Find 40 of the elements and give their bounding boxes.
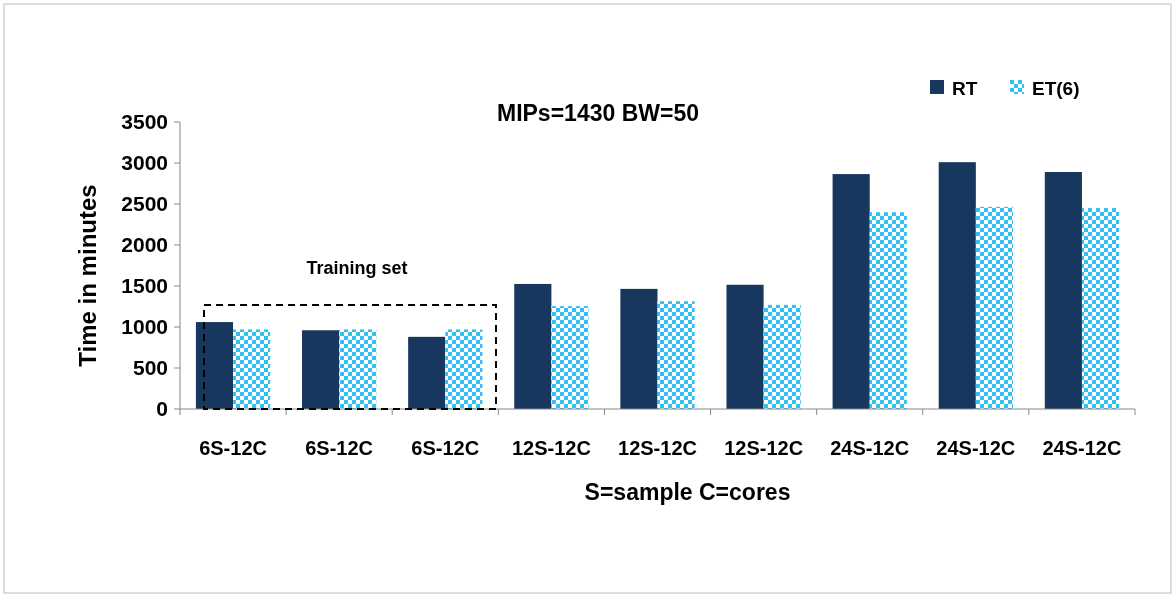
- bar: [1044, 172, 1082, 409]
- bar: [339, 329, 377, 409]
- x-tick-label: 24S-12C: [1042, 437, 1122, 459]
- y-tick-label: 2000: [121, 233, 168, 257]
- bar: [302, 330, 340, 409]
- y-tick-label: 0: [156, 397, 168, 421]
- x-tick-label: 24S-12C: [830, 437, 910, 459]
- bar: [832, 174, 870, 409]
- x-tick-label: 12S-12C: [618, 437, 697, 459]
- bar: [233, 329, 271, 409]
- x-axis-title: S=sample C=cores: [584, 479, 791, 505]
- y-axis-title: Time in minutes: [74, 184, 101, 367]
- legend-label: ET(6): [1032, 77, 1080, 99]
- bar: [551, 306, 589, 409]
- bar: [726, 284, 764, 409]
- x-tick-label: 6S-12C: [305, 437, 374, 459]
- bar: [620, 288, 658, 409]
- legend-label: RT: [952, 77, 978, 99]
- bar: [938, 162, 976, 409]
- bar: [408, 336, 446, 409]
- bar: [869, 212, 907, 409]
- bar: [195, 322, 234, 409]
- chart-title: MIPs=1430 BW=50: [496, 100, 700, 126]
- x-tick-label: 24S-12C: [936, 437, 1016, 459]
- y-tick-label: 3000: [121, 151, 168, 175]
- x-tick-label: 6S-12C: [411, 437, 480, 459]
- x-tick-label: 12S-12C: [511, 437, 591, 459]
- y-tick-label: 1500: [121, 274, 168, 298]
- bar: [975, 206, 1013, 409]
- y-tick-label: 2500: [121, 192, 168, 216]
- y-tick-label: 1000: [121, 315, 168, 339]
- x-tick-label: 6S-12C: [199, 437, 267, 459]
- annotation: Training set: [306, 258, 408, 278]
- bar: [763, 304, 801, 409]
- y-tick-label: 500: [132, 356, 168, 380]
- y-tick-label: 3500: [121, 110, 168, 134]
- x-tick-label: 12S-12C: [724, 437, 804, 459]
- bar: [657, 301, 695, 409]
- bar: [514, 283, 552, 409]
- bar: [445, 329, 483, 409]
